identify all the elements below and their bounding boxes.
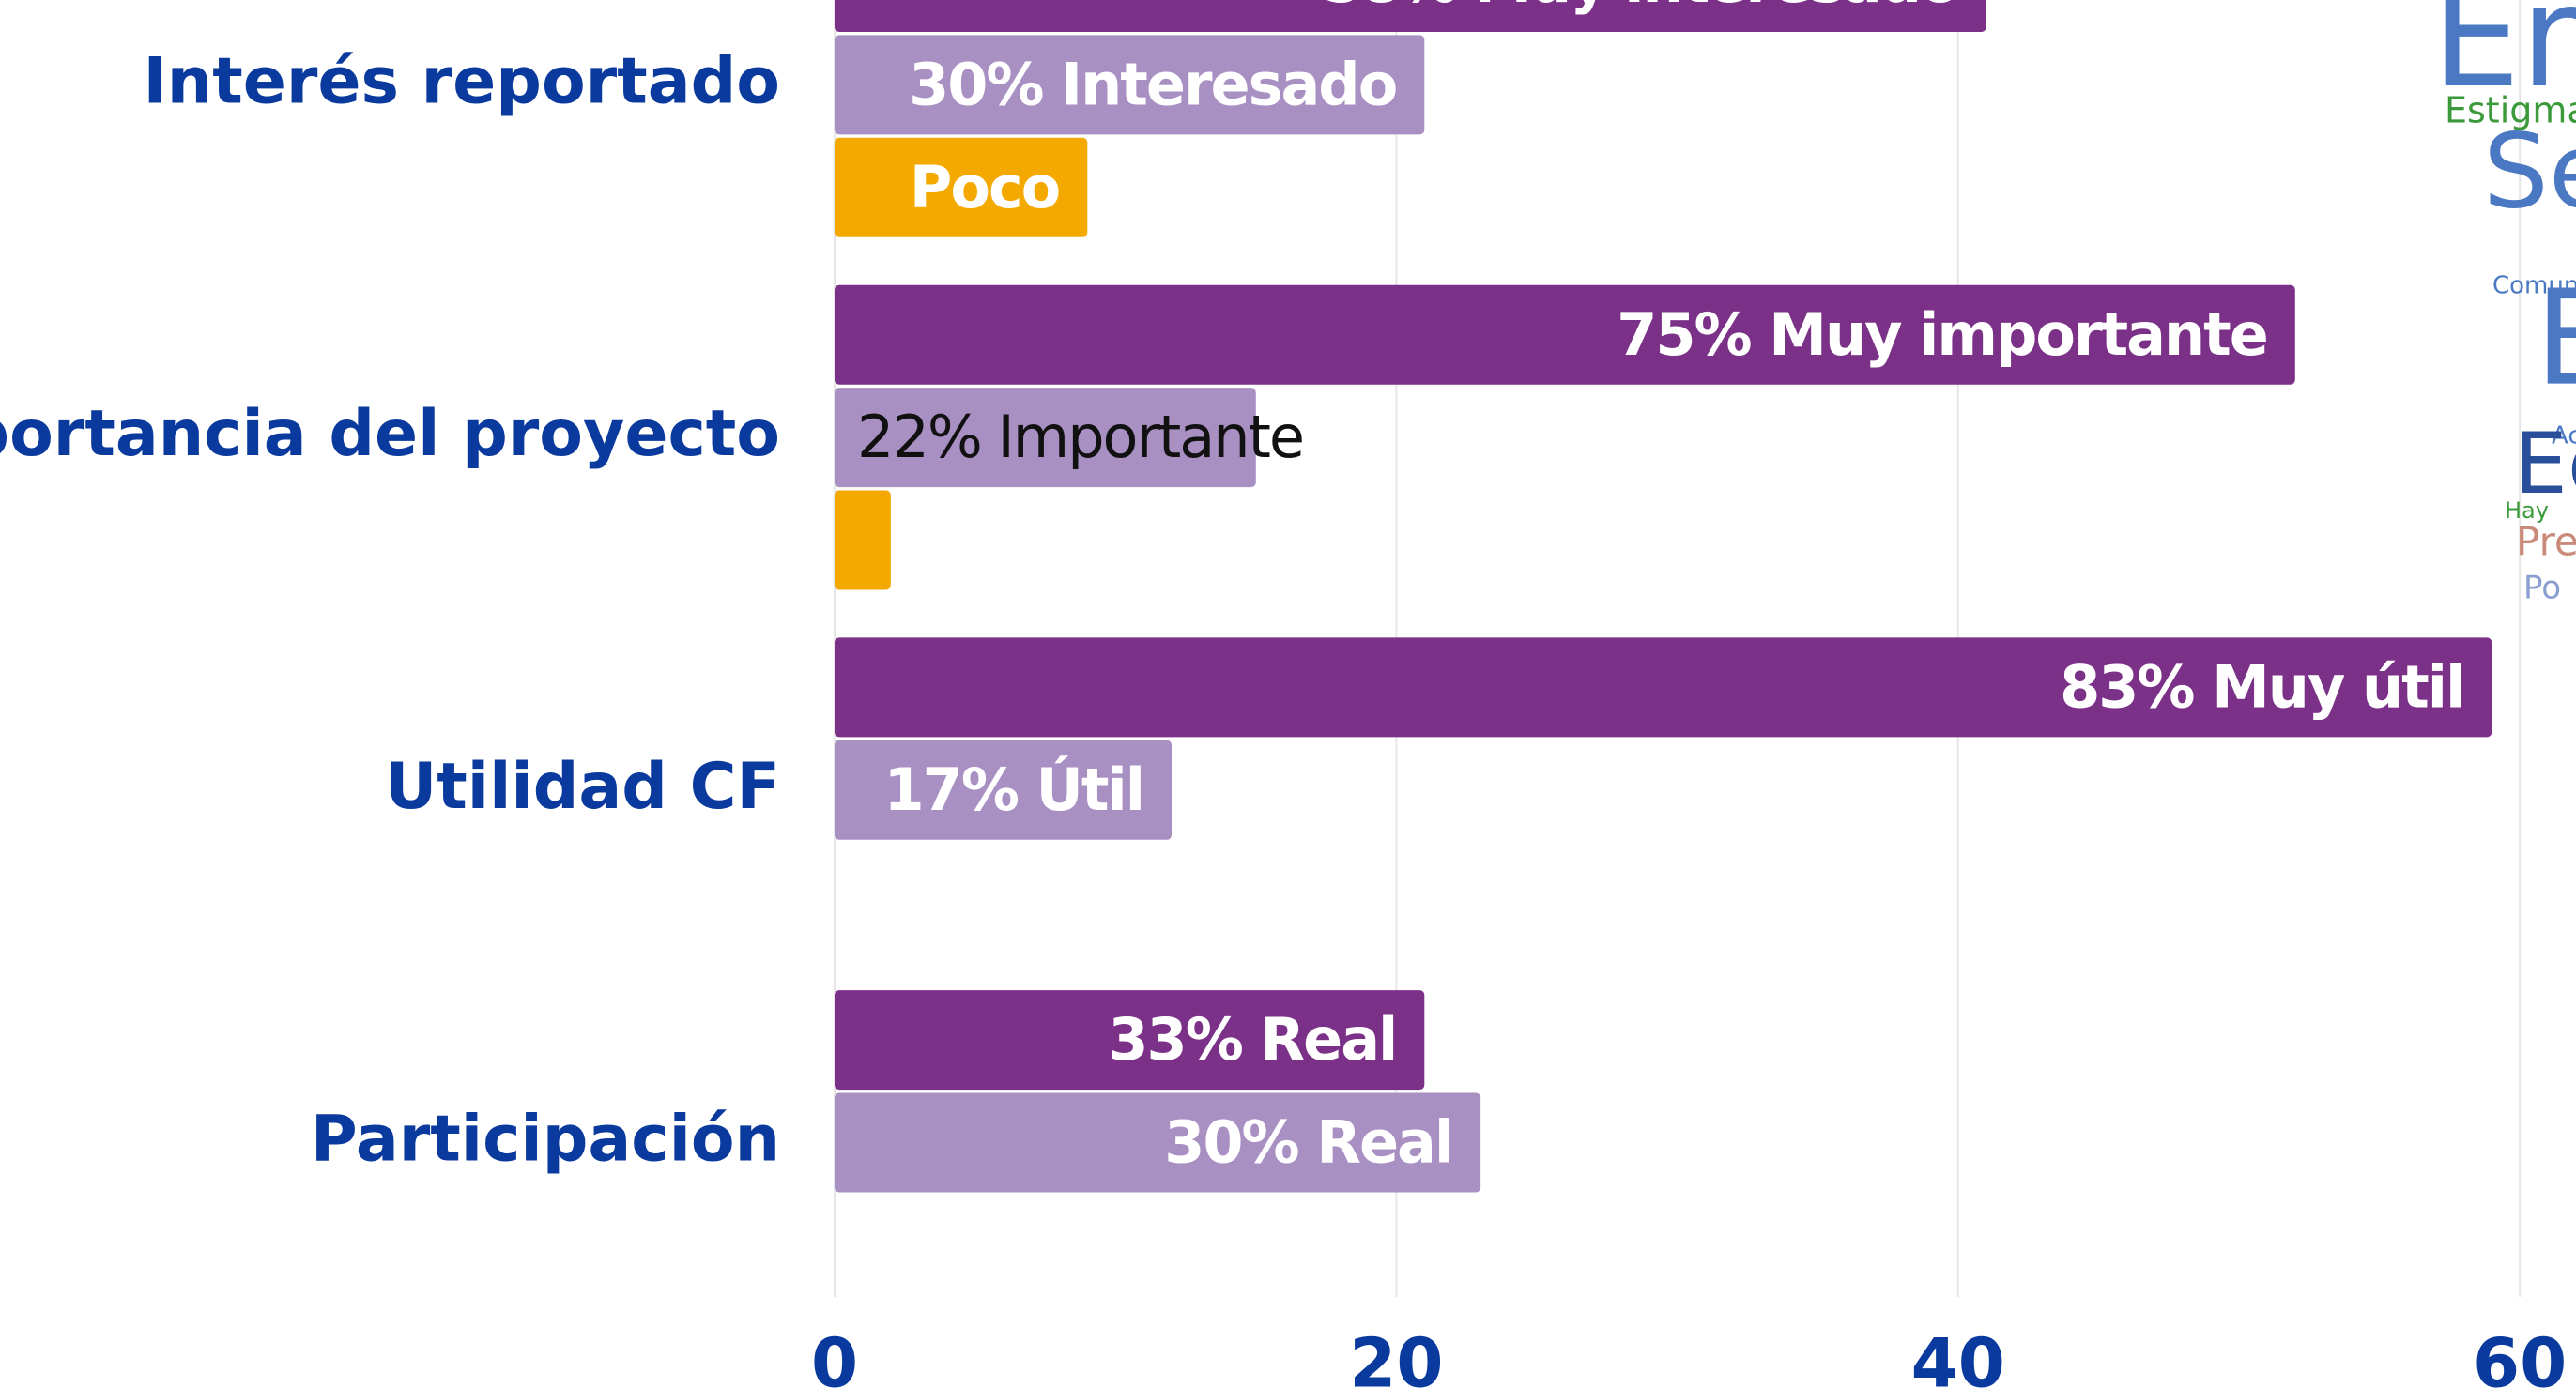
category-label: Interés reportado	[143, 45, 780, 119]
category-label: Utilidad CF	[385, 750, 780, 824]
category-label: Participación	[311, 1103, 780, 1177]
x-tick-label: 0	[811, 1324, 858, 1388]
value-label: 83% Muy útil	[2060, 652, 2463, 721]
value-label: Poco	[910, 153, 1059, 221]
value-label: 33% Real	[1108, 1005, 1396, 1074]
bar	[835, 491, 891, 590]
word-cloud-word: Po	[2523, 570, 2561, 607]
value-label: 30% Interesado	[909, 50, 1396, 118]
x-tick-label: 40	[1911, 1324, 2005, 1388]
x-tick-label: 60	[2473, 1324, 2567, 1388]
word-cloud-word: Se	[2483, 111, 2576, 231]
category-label: Importancia del proyecto	[0, 397, 780, 471]
value-label: 58% Muy interesado	[1322, 0, 1957, 16]
value-label: 22% Importante	[857, 403, 1303, 471]
word-cloud-word: Pre	[2516, 519, 2576, 565]
value-label: 30% Real	[1164, 1108, 1452, 1177]
x-tick-label: 20	[1349, 1324, 1443, 1388]
chart: 0 20 40 60 Interés reportado 58% Muy interesa…	[0, 0, 2576, 1388]
word-cloud-word: E	[2535, 263, 2576, 416]
value-label: 17% Útil	[884, 755, 1143, 824]
value-label: 75% Muy importante	[1617, 300, 2267, 369]
